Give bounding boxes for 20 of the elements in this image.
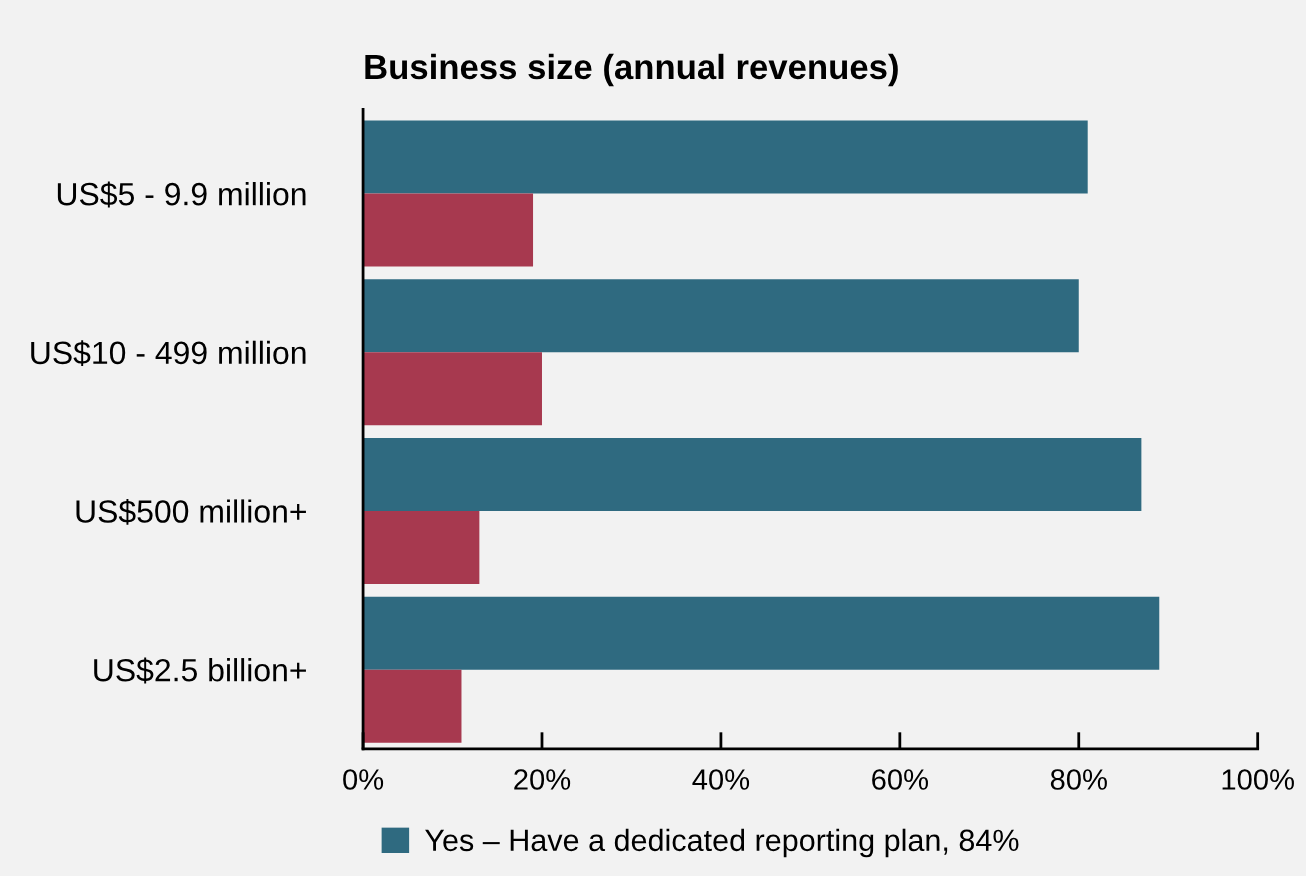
bar: [363, 596, 1160, 670]
y-tick-label: US$10 - 499 million: [31, 340, 306, 367]
bar: [363, 352, 542, 426]
x-tick-label: 100%: [1222, 769, 1294, 790]
bar: [363, 193, 534, 267]
x-tick-label: 60%: [872, 769, 928, 790]
bar: [363, 669, 462, 743]
x-tick-label: 0%: [343, 769, 384, 790]
y-tick-label: US$2.5 billion+: [94, 657, 306, 684]
bar: [363, 279, 1079, 353]
x-tick-label: 40%: [692, 769, 750, 790]
bar: [363, 120, 1088, 194]
y-tick-label: US$500 million+: [76, 498, 306, 525]
y-tick-label: US$5 - 9.9 million: [57, 181, 306, 208]
legend-label: Yes – Have a dedicated reporting plan, 84%: [425, 828, 1019, 858]
x-tick-label: 80%: [1050, 769, 1107, 790]
chart-title: Business size (annual revenues): [365, 53, 898, 87]
x-tick-label: 20%: [514, 769, 571, 790]
bar: [363, 437, 1142, 511]
bar: [363, 510, 480, 584]
